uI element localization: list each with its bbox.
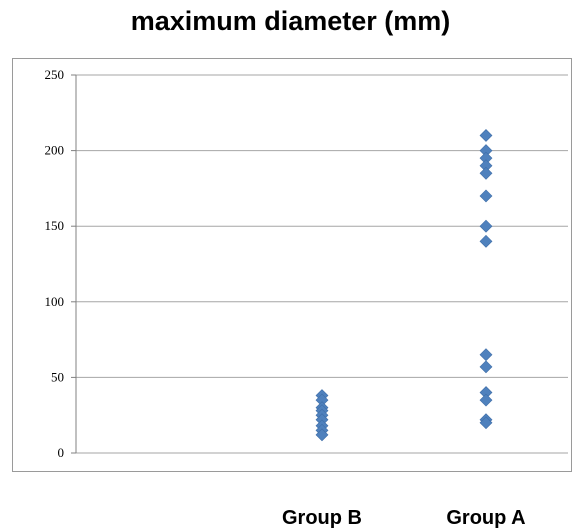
x-category-label: Group A [446, 507, 525, 528]
data-point [479, 234, 493, 248]
y-tick-label: 200 [45, 143, 65, 158]
y-tick-label: 100 [45, 294, 65, 309]
x-category-label: Group B [282, 507, 362, 528]
y-tick-label: 250 [45, 67, 65, 82]
data-point [479, 360, 493, 374]
y-tick-label: 50 [51, 369, 64, 384]
data-point [479, 348, 493, 362]
y-tick-label: 150 [45, 218, 65, 233]
data-point [479, 393, 493, 407]
data-point [479, 416, 493, 430]
data-point [479, 166, 493, 180]
plot-area-border [12, 58, 572, 472]
data-point [315, 428, 329, 442]
data-point [479, 129, 493, 142]
data-point [479, 219, 493, 233]
chart-title: maximum diameter (mm) [130, 6, 451, 36]
y-tick-label: 0 [58, 445, 65, 460]
data-point [479, 189, 493, 203]
